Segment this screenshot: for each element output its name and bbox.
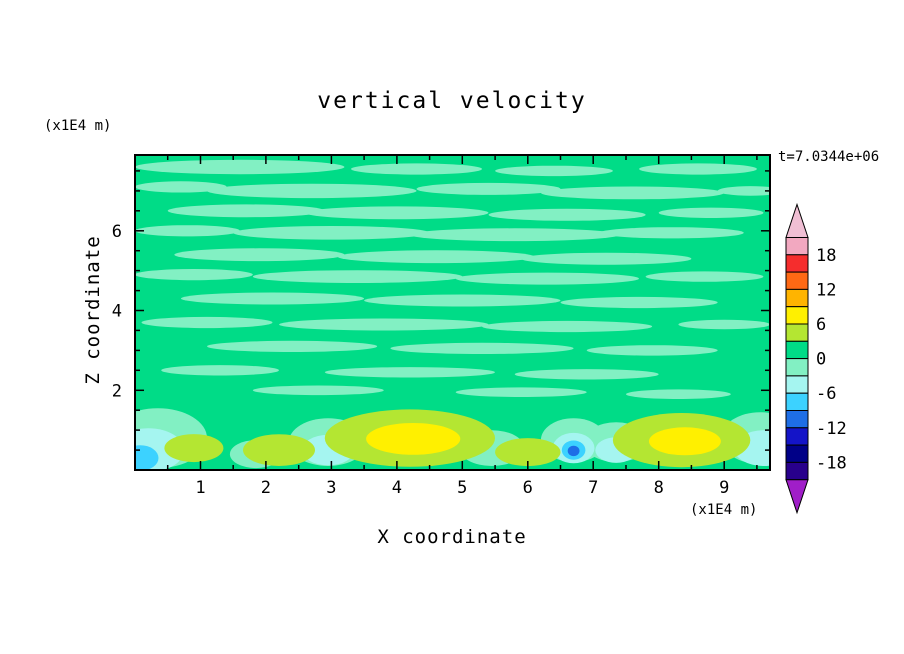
svg-text:18: 18: [816, 246, 836, 266]
svg-text:2: 2: [112, 381, 122, 401]
svg-text:-12: -12: [816, 419, 847, 439]
svg-text:-6: -6: [816, 384, 836, 404]
y-tick-labels: 2 4 6: [112, 222, 122, 401]
svg-text:6: 6: [523, 478, 533, 498]
plot-frame: [134, 154, 771, 471]
colorbar: 18 12 6 0 -6 -12 -18: [785, 202, 847, 515]
contour-field: [135, 155, 770, 470]
svg-text:1: 1: [195, 478, 205, 498]
y-axis-unit-label: (x1E4 m): [44, 118, 112, 134]
svg-text:6: 6: [816, 315, 826, 335]
svg-text:0: 0: [816, 350, 826, 370]
colorbar-under-arrow: [785, 479, 809, 515]
svg-text:12: 12: [816, 280, 836, 300]
svg-text:3: 3: [326, 478, 336, 498]
time-annotation: t=7.0344e+06: [778, 149, 880, 165]
svg-text:9: 9: [719, 478, 729, 498]
svg-text:4: 4: [112, 302, 122, 322]
svg-text:-18: -18: [816, 453, 847, 473]
svg-text:6: 6: [112, 222, 122, 242]
x-axis-unit-label: (x1E4 m): [690, 502, 758, 518]
colorbar-over-arrow: [785, 202, 809, 238]
svg-text:8: 8: [654, 478, 664, 498]
svg-text:5: 5: [457, 478, 467, 498]
x-tick-labels: 1 2 3 4 5 6 7 8 9: [195, 478, 729, 498]
chart-title: vertical velocity: [317, 88, 587, 114]
svg-text:4: 4: [392, 478, 402, 498]
svg-text:7: 7: [588, 478, 598, 498]
x-axis-title: X coordinate: [377, 526, 527, 548]
svg-text:2: 2: [261, 478, 271, 498]
